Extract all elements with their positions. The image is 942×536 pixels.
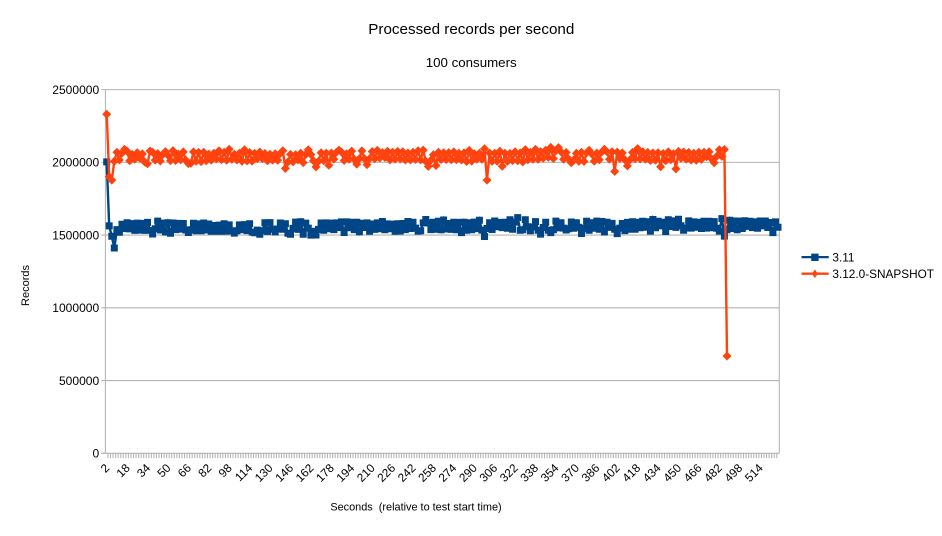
svg-text:3.12.0-SNAPSHOT: 3.12.0-SNAPSHOT	[832, 267, 934, 281]
svg-text:Seconds (relative to test sta: Seconds (relative to test start time)	[330, 502, 501, 514]
svg-text:500000: 500000	[59, 374, 99, 388]
svg-text:100 consumers: 100 consumers	[426, 55, 517, 70]
svg-text:1000000: 1000000	[52, 301, 99, 315]
svg-text:0: 0	[92, 447, 99, 461]
svg-text:Records: Records	[20, 265, 32, 306]
svg-text:3.11: 3.11	[832, 250, 854, 264]
svg-text:2000000: 2000000	[52, 156, 99, 170]
svg-text:1500000: 1500000	[52, 228, 99, 242]
svg-text:2500000: 2500000	[52, 83, 99, 97]
svg-text:Processed records per second: Processed records per second	[368, 21, 574, 38]
